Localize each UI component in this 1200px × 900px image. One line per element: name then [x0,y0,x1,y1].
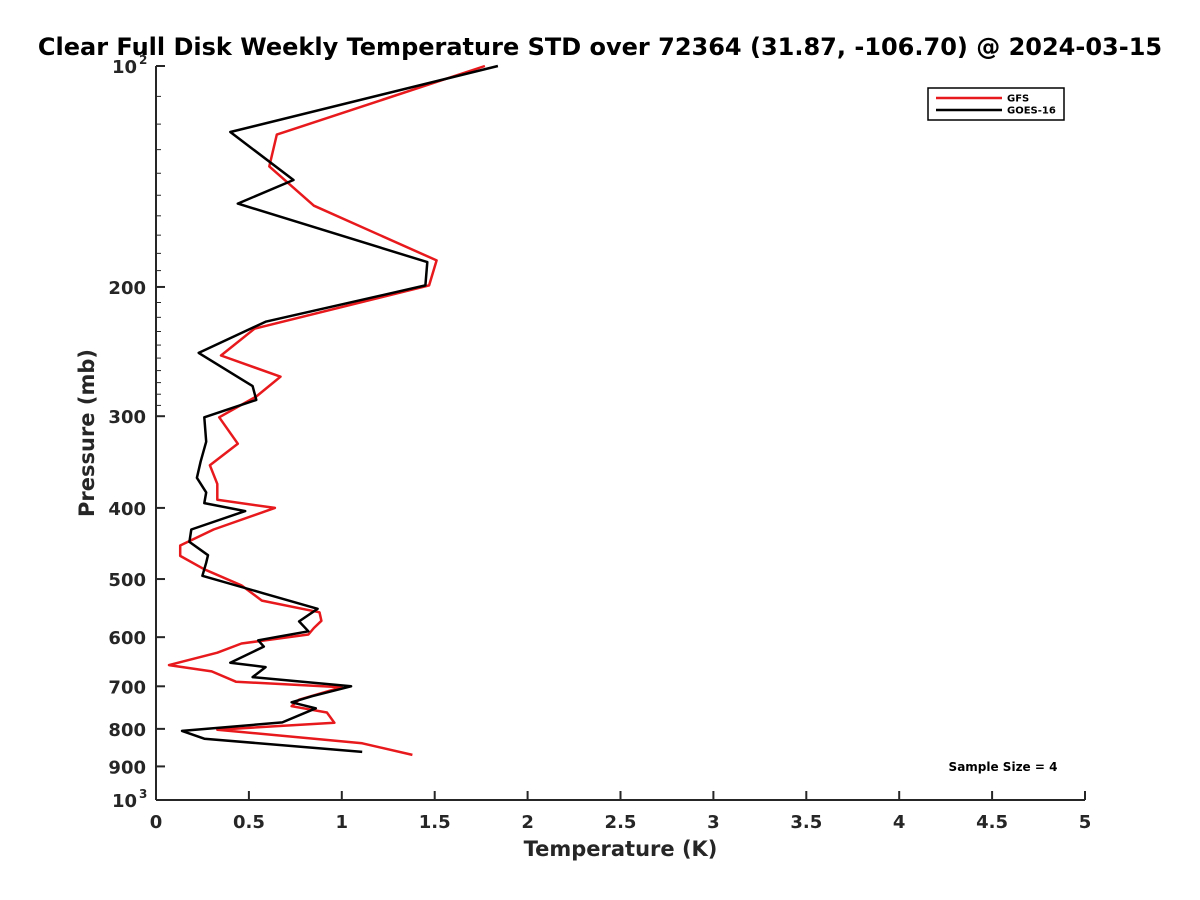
y-tick-label-9: 10 [112,791,137,812]
y-tick-label-0: 10 [112,57,137,78]
x-tick-label-5: 2.5 [605,812,637,833]
legend: GFS GOES-16 [927,87,1065,121]
x-tick-label-1: 0.5 [233,812,265,833]
x-tick-label-2: 1 [336,812,349,833]
series-line-gfs [167,64,486,757]
y-tick-label-1: 200 [108,278,146,299]
x-tick-label-8: 4 [893,812,906,833]
x-tick-label-7: 3.5 [790,812,822,833]
series-line-goes16 [180,64,499,754]
y-tick-label-3: 400 [108,499,146,520]
y-tick-exponent-0: 2 [139,53,147,67]
y-tick-label-6: 700 [108,677,146,698]
sample-size-annotation: Sample Size = 4 [949,760,1058,774]
x-tick-label-0: 0 [150,812,163,833]
y-tick-label-7: 800 [108,720,146,741]
legend-label-goes16: GOES-16 [1007,106,1056,117]
x-tick-label-3: 1.5 [419,812,451,833]
y-tick-label-2: 300 [108,407,146,428]
chart-title: Clear Full Disk Weekly Temperature STD o… [38,33,1162,61]
x-tick-label-6: 3 [707,812,720,833]
x-axis-label: Temperature (K) [524,837,718,861]
y-tick-label-8: 900 [108,757,146,778]
legend-label-gfs: GFS [1007,94,1029,105]
x-tick-label-4: 2 [521,812,534,833]
y-tick-exponent-9: 3 [139,787,147,801]
x-tick-label-9: 4.5 [976,812,1008,833]
plot-area: 0 0.5 1 1.5 2 2.5 3 3.5 4 4.5 510 22003004005006007… [108,53,1091,833]
y-tick-label-5: 600 [108,628,146,649]
y-tick-label-4: 500 [108,570,146,591]
legend-box [927,87,1065,121]
x-tick-label-10: 5 [1079,812,1092,833]
y-axis-label: Pressure (mb) [75,349,99,517]
